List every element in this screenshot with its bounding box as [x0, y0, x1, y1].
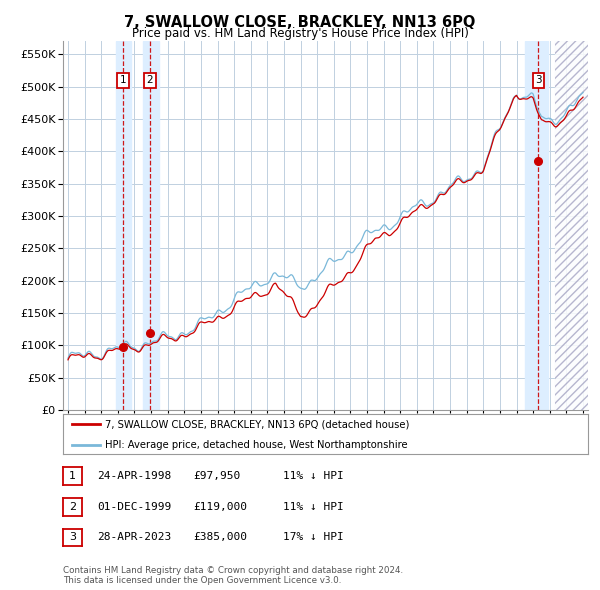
Text: 2: 2 [69, 502, 76, 512]
Bar [555, 41, 588, 410]
Bar [143, 41, 160, 410]
Text: 17% ↓ HPI: 17% ↓ HPI [283, 533, 344, 542]
Text: Price paid vs. HM Land Registry's House Price Index (HPI): Price paid vs. HM Land Registry's House … [131, 27, 469, 40]
Text: 7, SWALLOW CLOSE, BRACKLEY, NN13 6PQ (detached house): 7, SWALLOW CLOSE, BRACKLEY, NN13 6PQ (de… [105, 419, 409, 429]
Text: 28-APR-2023: 28-APR-2023 [97, 533, 172, 542]
Text: 3: 3 [535, 75, 542, 85]
Text: £385,000: £385,000 [193, 533, 247, 542]
Text: 1: 1 [119, 75, 126, 85]
Text: 11% ↓ HPI: 11% ↓ HPI [283, 502, 344, 512]
Text: 01-DEC-1999: 01-DEC-1999 [97, 502, 172, 512]
Text: 7, SWALLOW CLOSE, BRACKLEY, NN13 6PQ: 7, SWALLOW CLOSE, BRACKLEY, NN13 6PQ [124, 15, 476, 30]
Text: Contains HM Land Registry data © Crown copyright and database right 2024.
This d: Contains HM Land Registry data © Crown c… [63, 566, 403, 585]
Text: £97,950: £97,950 [193, 471, 241, 481]
Bar [116, 41, 131, 410]
Text: 11% ↓ HPI: 11% ↓ HPI [283, 471, 344, 481]
Text: 1: 1 [69, 471, 76, 481]
Text: 3: 3 [69, 533, 76, 542]
Text: 2: 2 [146, 75, 153, 85]
Bar [555, 41, 588, 410]
Text: HPI: Average price, detached house, West Northamptonshire: HPI: Average price, detached house, West… [105, 441, 407, 451]
Text: £119,000: £119,000 [193, 502, 247, 512]
Bar [525, 41, 548, 410]
Text: 24-APR-1998: 24-APR-1998 [97, 471, 172, 481]
